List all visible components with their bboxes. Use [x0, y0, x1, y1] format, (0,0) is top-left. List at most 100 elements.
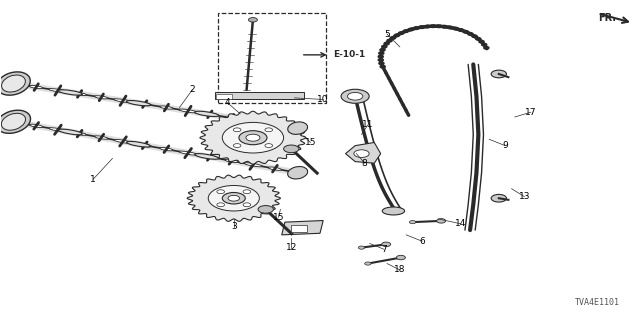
Circle shape — [396, 255, 405, 260]
Ellipse shape — [58, 90, 83, 95]
Ellipse shape — [1, 75, 26, 92]
Circle shape — [453, 27, 458, 30]
Ellipse shape — [138, 144, 152, 147]
Text: 8: 8 — [362, 159, 367, 168]
Text: 4: 4 — [225, 98, 230, 107]
Circle shape — [479, 40, 484, 43]
Circle shape — [448, 26, 452, 29]
Circle shape — [482, 44, 487, 46]
Text: 12: 12 — [285, 243, 297, 252]
Circle shape — [354, 150, 369, 157]
Ellipse shape — [179, 151, 197, 155]
Text: TVA4E1101: TVA4E1101 — [575, 298, 620, 307]
Circle shape — [381, 45, 387, 48]
Circle shape — [491, 195, 506, 202]
Circle shape — [239, 131, 267, 145]
Ellipse shape — [288, 122, 308, 134]
Circle shape — [234, 144, 241, 148]
Ellipse shape — [95, 136, 108, 139]
Circle shape — [410, 220, 416, 224]
Ellipse shape — [225, 159, 238, 163]
Circle shape — [378, 59, 383, 61]
Ellipse shape — [244, 119, 262, 123]
Circle shape — [222, 123, 284, 153]
Circle shape — [246, 134, 260, 141]
Text: 18: 18 — [394, 265, 406, 275]
Circle shape — [387, 39, 392, 42]
Text: 15: 15 — [273, 213, 284, 222]
Text: FR.: FR. — [598, 13, 616, 23]
Circle shape — [413, 27, 419, 29]
Ellipse shape — [203, 155, 216, 159]
Text: 2: 2 — [189, 85, 195, 94]
Polygon shape — [200, 111, 306, 164]
Circle shape — [384, 42, 389, 45]
Text: 9: 9 — [502, 141, 508, 150]
Ellipse shape — [0, 72, 30, 95]
Circle shape — [436, 219, 445, 223]
Circle shape — [378, 55, 383, 58]
Text: 1: 1 — [90, 175, 96, 184]
Polygon shape — [282, 220, 323, 235]
Ellipse shape — [127, 141, 150, 147]
Circle shape — [265, 128, 273, 132]
Circle shape — [248, 18, 257, 22]
Ellipse shape — [95, 96, 108, 99]
Ellipse shape — [1, 113, 26, 130]
Circle shape — [284, 145, 299, 153]
Ellipse shape — [287, 166, 308, 179]
Circle shape — [408, 28, 413, 31]
Polygon shape — [188, 175, 280, 221]
Circle shape — [468, 33, 473, 35]
Circle shape — [458, 29, 463, 31]
Circle shape — [234, 128, 241, 132]
Text: 10: 10 — [317, 95, 329, 104]
Ellipse shape — [73, 92, 86, 95]
Ellipse shape — [195, 154, 219, 159]
Ellipse shape — [244, 163, 262, 167]
Polygon shape — [346, 142, 381, 163]
Ellipse shape — [268, 123, 282, 126]
Circle shape — [463, 31, 468, 33]
Circle shape — [484, 46, 489, 49]
Ellipse shape — [160, 148, 173, 151]
Ellipse shape — [29, 124, 43, 127]
Text: 6: 6 — [419, 237, 425, 246]
Ellipse shape — [49, 89, 67, 92]
Circle shape — [390, 36, 396, 39]
Circle shape — [380, 65, 385, 68]
Bar — [291, 225, 307, 232]
Ellipse shape — [73, 132, 86, 135]
Circle shape — [222, 193, 245, 204]
Circle shape — [379, 52, 384, 54]
Text: 15: 15 — [305, 138, 316, 147]
Circle shape — [399, 32, 404, 35]
Ellipse shape — [179, 109, 198, 113]
Circle shape — [217, 190, 225, 194]
Ellipse shape — [225, 116, 238, 119]
Circle shape — [419, 26, 424, 28]
Circle shape — [208, 186, 259, 211]
Text: 7: 7 — [381, 245, 387, 254]
Circle shape — [265, 144, 273, 148]
Circle shape — [436, 25, 442, 28]
Circle shape — [472, 35, 477, 37]
Text: E-10-1: E-10-1 — [333, 50, 365, 59]
Bar — [216, 94, 232, 99]
Ellipse shape — [114, 140, 132, 143]
Circle shape — [358, 246, 365, 249]
Ellipse shape — [126, 100, 150, 106]
Ellipse shape — [29, 85, 43, 89]
Circle shape — [442, 25, 447, 28]
Text: 5: 5 — [384, 30, 390, 39]
Ellipse shape — [268, 167, 282, 170]
Circle shape — [431, 25, 436, 28]
Circle shape — [365, 262, 371, 265]
Ellipse shape — [159, 106, 173, 109]
Circle shape — [381, 242, 390, 246]
Text: 17: 17 — [525, 108, 536, 117]
Text: 3: 3 — [231, 222, 237, 231]
Text: 13: 13 — [518, 192, 530, 201]
Ellipse shape — [49, 128, 67, 132]
Circle shape — [341, 89, 369, 103]
